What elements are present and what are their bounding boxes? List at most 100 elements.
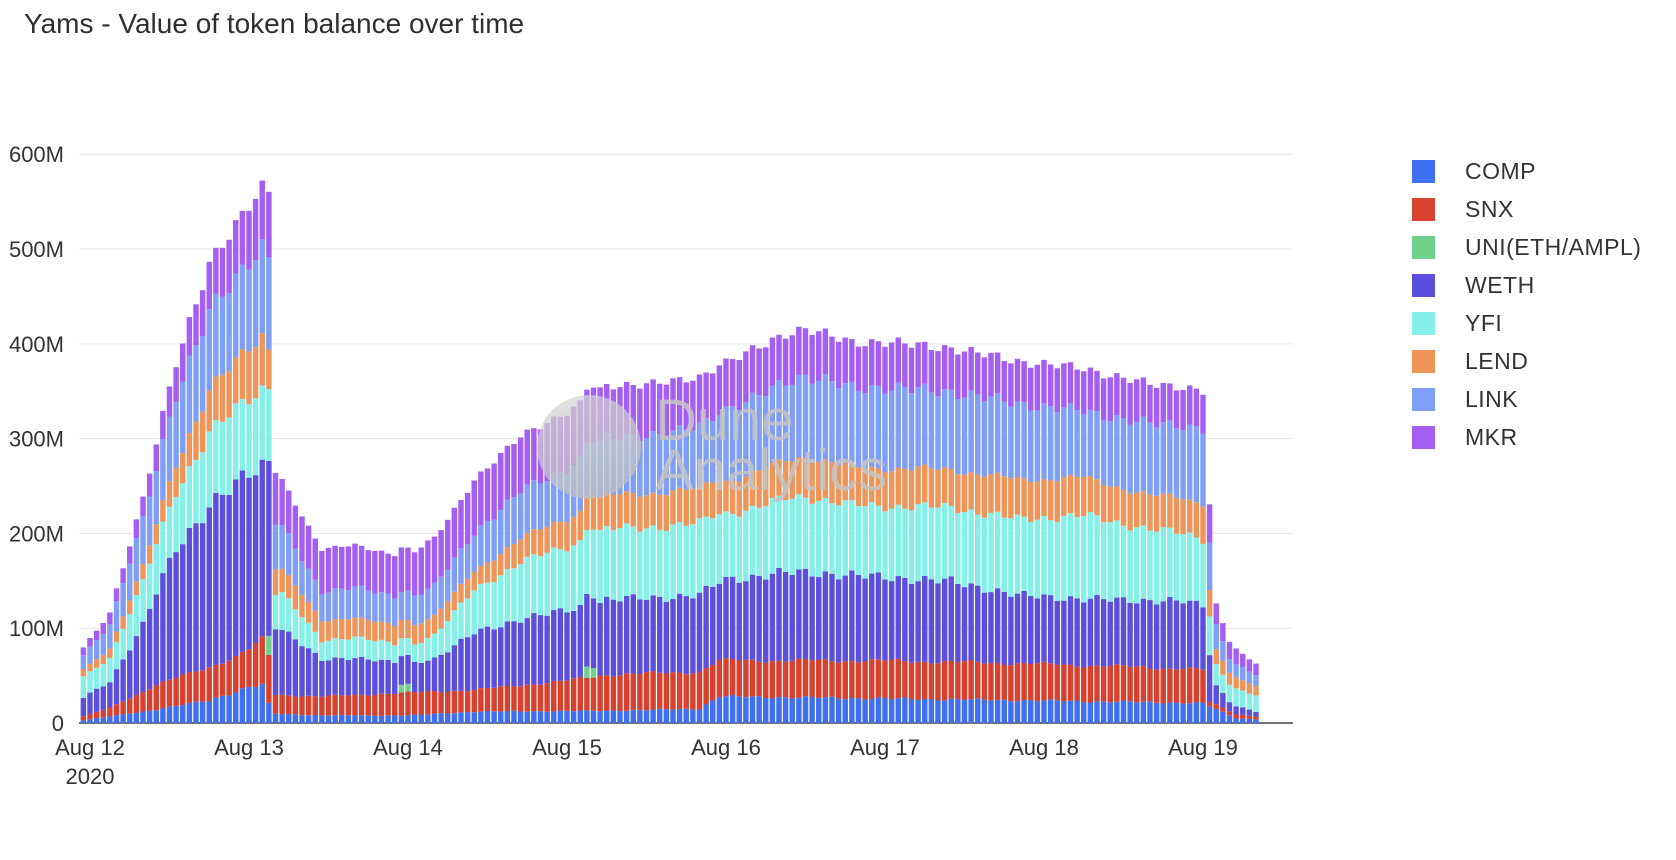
bar-segment-comp <box>1034 701 1041 723</box>
bar-segment-weth <box>1001 591 1007 665</box>
bar-segment-link <box>345 590 352 620</box>
bar-segment-link <box>763 396 769 469</box>
bar-segment-mkr <box>1081 371 1087 415</box>
bar-segment-comp <box>1206 706 1213 723</box>
bar-segment-weth <box>882 579 888 661</box>
bar-segment-snx <box>782 661 789 698</box>
bar-segment-link <box>199 335 206 412</box>
legend-item[interactable]: WETH <box>1412 266 1641 304</box>
bar-segment-lend <box>120 616 126 629</box>
bar-segment-lend <box>1067 474 1074 514</box>
bar-segment-comp <box>173 705 179 723</box>
bar-segment-link <box>325 592 332 622</box>
bar-segment-comp <box>590 710 597 723</box>
bar-segment-link <box>623 433 630 492</box>
bar-segment-yfi <box>1114 520 1120 598</box>
bar-segment-lend <box>1206 590 1213 617</box>
bar-segment-comp <box>1001 699 1007 723</box>
bar-segment-comp <box>756 696 762 723</box>
bar-segment-weth <box>206 507 212 668</box>
bar-segment-link <box>1173 428 1180 498</box>
bar-segment-mkr <box>690 380 696 431</box>
bar-segment-lend <box>113 631 120 643</box>
legend-item[interactable]: SNX <box>1412 190 1641 228</box>
bar-segment-yfi <box>1220 674 1226 694</box>
bar-segment-lend <box>584 497 590 531</box>
bar-segment-snx <box>511 686 517 711</box>
bar-segment-link <box>464 544 471 579</box>
bar-segment-mkr <box>1120 377 1127 419</box>
bar-segment-lend <box>517 539 524 565</box>
bar-segment-comp <box>968 699 974 723</box>
bar-segment-weth <box>1008 596 1014 666</box>
bar-segment-comp <box>345 715 352 723</box>
bar-segment-lend <box>895 467 901 505</box>
bar-segment-mkr <box>272 472 279 525</box>
bar-segment-weth <box>286 631 292 696</box>
bar-segment-snx <box>763 662 769 699</box>
bar-segment-snx <box>358 694 365 716</box>
bar-segment-yfi <box>849 500 855 571</box>
bar-segment-weth <box>690 598 696 674</box>
bar-segment-mkr <box>617 387 623 441</box>
bar-segment-snx <box>928 663 935 699</box>
bar-segment-lend <box>769 462 776 498</box>
bar-segment-snx <box>809 660 815 697</box>
bar-segment-yfi <box>398 638 405 657</box>
bar-segment-link <box>299 561 305 595</box>
bar-segment-weth <box>345 660 352 696</box>
legend-item[interactable]: MKR <box>1412 418 1641 456</box>
bar-segment-link <box>358 585 365 618</box>
bar-segment-yfi <box>710 518 716 587</box>
bar-segment-lend <box>630 493 636 527</box>
bar-segment-link <box>365 590 371 620</box>
bar-segment-snx <box>729 658 736 695</box>
bar-segment-lend <box>650 492 656 526</box>
bar-segment-comp <box>392 715 398 723</box>
bar-segment-mkr <box>570 406 577 467</box>
bar-segment-mkr <box>478 471 484 526</box>
bar-segment-link <box>133 538 140 582</box>
legend-item[interactable]: YFI <box>1412 304 1641 342</box>
bar-segment-comp <box>630 709 636 723</box>
bar-segment-link <box>127 563 133 601</box>
bar-segment-lend <box>1187 499 1193 533</box>
bar-segment-snx <box>1021 662 1027 700</box>
bar-segment-yfi <box>451 610 458 646</box>
bar-segment-weth <box>1233 706 1239 715</box>
bar-segment-yfi <box>756 507 762 576</box>
bar-segment-link <box>100 633 106 655</box>
bar-segment-weth <box>564 612 570 681</box>
bar-segment-mkr <box>425 540 431 589</box>
bar-segment-mkr <box>895 337 901 383</box>
bar-segment-link <box>1160 422 1166 494</box>
bar-segment-yfi <box>1200 543 1206 608</box>
bar-segment-lend <box>849 462 855 501</box>
bar-segment-snx <box>524 684 530 712</box>
bar-segment-yfi <box>875 505 882 573</box>
bar-segment-yfi <box>743 510 749 582</box>
bar-segment-link <box>166 416 173 482</box>
legend-item[interactable]: LEND <box>1412 342 1641 380</box>
bar-segment-weth <box>1100 599 1107 667</box>
bar-segment-comp <box>1127 701 1133 723</box>
bar-segment-yfi <box>994 511 1001 589</box>
bar-segment-snx <box>445 691 451 714</box>
bar-segment-mkr <box>882 346 888 394</box>
bar-segment-comp <box>233 692 239 723</box>
bar-segment-yfi <box>551 547 557 611</box>
bar-segment-comp <box>279 714 285 723</box>
bar-segment-weth <box>935 583 941 664</box>
bar-segment-yfi <box>570 545 577 611</box>
legend-item[interactable]: UNI(ETH/AMPL) <box>1412 228 1641 266</box>
bar-segment-mkr <box>1206 504 1213 543</box>
bar-segment-link <box>524 484 530 533</box>
bar-segment-weth <box>378 659 385 694</box>
legend-item[interactable]: LINK <box>1412 380 1641 418</box>
bar-segment-lend <box>292 585 299 610</box>
bar-segment-link <box>1061 407 1067 478</box>
bar-segment-mkr <box>610 389 617 440</box>
bar-segment-yfi <box>637 531 643 600</box>
legend-item[interactable]: COMP <box>1412 152 1641 190</box>
bar-segment-lend <box>1094 479 1100 516</box>
